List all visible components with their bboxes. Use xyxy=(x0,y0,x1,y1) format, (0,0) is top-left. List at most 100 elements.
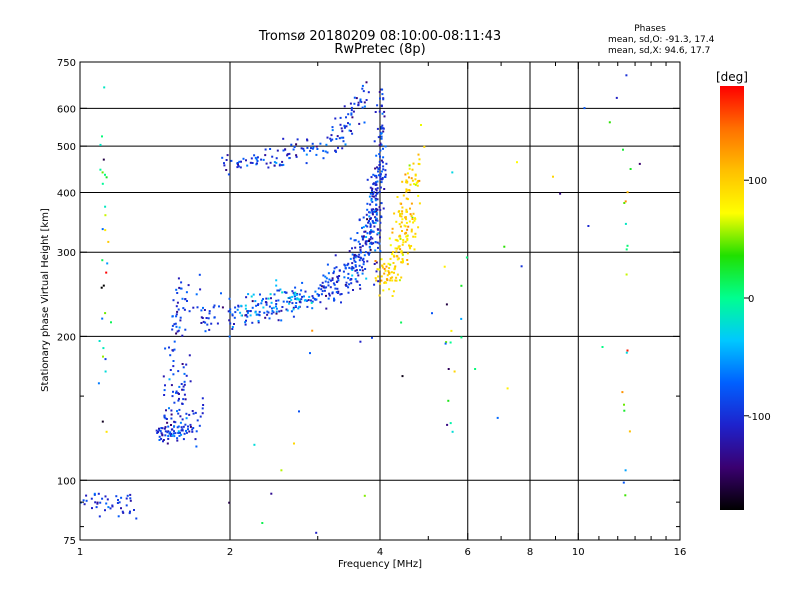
data-point xyxy=(239,311,242,314)
data-point xyxy=(171,315,174,318)
data-point xyxy=(349,257,352,260)
data-point xyxy=(331,129,334,132)
data-point xyxy=(361,226,363,229)
data-point xyxy=(351,132,354,135)
data-point xyxy=(420,124,422,126)
data-point xyxy=(397,246,400,249)
y-ticks: 75 100 200 300 400 500 600 750 xyxy=(57,58,680,547)
data-point xyxy=(449,422,452,425)
data-point xyxy=(275,161,278,164)
data-point xyxy=(189,425,192,428)
data-point xyxy=(116,502,119,504)
data-point xyxy=(379,236,381,239)
data-point xyxy=(409,183,412,186)
data-point xyxy=(104,214,107,217)
data-point xyxy=(208,328,211,331)
data-point xyxy=(181,388,184,391)
data-point xyxy=(292,148,295,151)
data-point xyxy=(381,124,384,127)
data-point xyxy=(295,154,298,157)
data-point xyxy=(333,299,335,302)
data-point xyxy=(296,138,299,141)
data-point xyxy=(364,251,367,254)
data-point xyxy=(297,307,300,310)
data-point xyxy=(181,297,184,300)
data-point xyxy=(353,259,356,262)
data-point xyxy=(400,276,403,279)
data-point xyxy=(229,311,232,314)
data-point xyxy=(247,310,250,312)
data-point xyxy=(520,265,523,268)
data-point xyxy=(294,298,297,300)
data-point xyxy=(389,257,392,260)
data-point xyxy=(371,189,373,192)
data-point xyxy=(104,495,107,498)
data-point xyxy=(382,165,385,168)
data-point xyxy=(406,252,409,255)
data-point xyxy=(275,284,278,287)
data-point xyxy=(179,421,182,424)
data-point xyxy=(369,218,372,220)
data-point xyxy=(357,274,360,277)
data-point xyxy=(404,240,407,243)
data-point xyxy=(369,248,372,251)
data-point xyxy=(185,412,188,415)
data-point xyxy=(400,261,403,264)
data-point xyxy=(323,289,326,292)
data-point xyxy=(623,403,625,406)
data-point xyxy=(353,255,356,258)
data-point xyxy=(325,143,328,146)
data-point xyxy=(202,306,204,309)
data-point xyxy=(366,225,369,228)
data-point xyxy=(400,250,403,253)
data-point xyxy=(279,288,282,291)
data-point xyxy=(163,427,166,430)
data-point xyxy=(410,228,413,231)
data-point xyxy=(376,233,379,236)
data-point xyxy=(393,255,396,258)
data-point xyxy=(331,138,334,141)
data-point xyxy=(371,213,374,216)
data-point xyxy=(290,299,293,302)
data-point xyxy=(105,502,108,505)
data-point xyxy=(288,152,291,155)
data-point xyxy=(312,296,315,299)
data-point xyxy=(348,266,351,269)
data-point xyxy=(339,116,342,119)
data-point xyxy=(367,252,370,255)
y-tick-label: 200 xyxy=(57,332,76,343)
data-point xyxy=(175,332,178,335)
data-point xyxy=(623,409,626,412)
data-point xyxy=(418,158,421,161)
data-point xyxy=(264,154,267,157)
data-point xyxy=(269,161,272,164)
data-point xyxy=(382,97,385,100)
x-tick-label: 2 xyxy=(227,547,233,558)
data-point xyxy=(270,297,272,300)
data-point xyxy=(250,295,253,298)
data-point xyxy=(362,90,365,93)
data-point xyxy=(368,238,371,241)
colorbar-gradient xyxy=(720,86,744,510)
data-point xyxy=(378,153,381,156)
data-point xyxy=(173,323,176,326)
data-point xyxy=(265,297,268,300)
data-point xyxy=(398,245,401,248)
data-point xyxy=(93,493,96,496)
data-point xyxy=(626,244,629,247)
data-point xyxy=(368,211,371,214)
data-point xyxy=(370,198,373,200)
data-point xyxy=(361,269,364,272)
data-point xyxy=(354,256,357,259)
data-point xyxy=(315,531,318,534)
data-point xyxy=(371,212,374,215)
data-point xyxy=(327,272,330,275)
data-point xyxy=(624,200,627,203)
data-point xyxy=(347,286,350,289)
data-point xyxy=(400,215,403,218)
data-point xyxy=(277,299,280,302)
data-point xyxy=(280,469,283,472)
data-point xyxy=(291,302,294,305)
data-point xyxy=(164,430,167,433)
data-point xyxy=(362,263,365,266)
